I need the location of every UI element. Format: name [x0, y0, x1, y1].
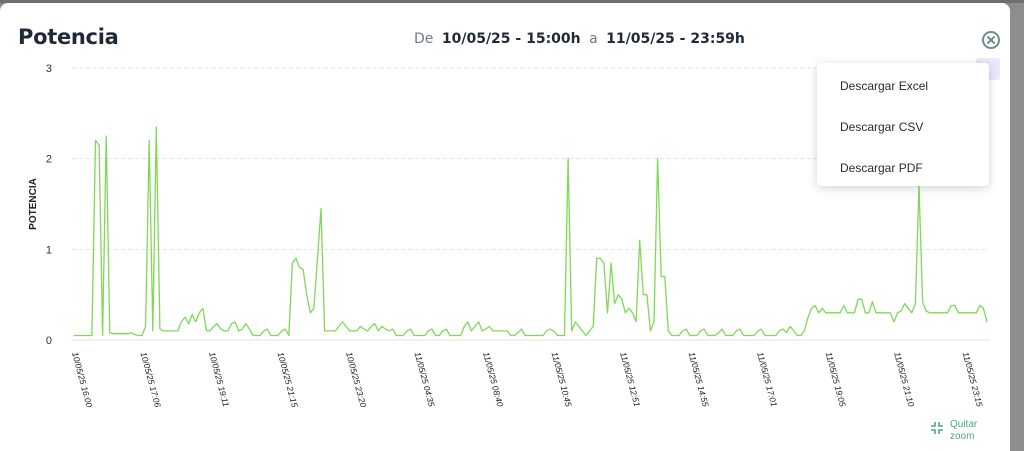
y-tick-label: 1 — [46, 244, 52, 256]
x-tick-label: 11/05/25 21:10 — [892, 351, 916, 408]
y-axis-label: POTENCIA — [28, 178, 39, 230]
y-tick-label: 3 — [46, 63, 52, 75]
download-csv-item[interactable]: Descargar CSV — [840, 120, 924, 134]
y-tick-label: 0 — [46, 335, 52, 347]
date-range-to-label: a — [589, 31, 598, 47]
date-range-start: 10/05/25 - 15:00h — [441, 31, 581, 47]
x-tick-label: 10/05/25 23:20 — [344, 351, 368, 409]
page-title: Potencia — [18, 25, 119, 49]
x-tick-label: 11/05/25 04:35 — [413, 351, 437, 408]
series-line-potencia — [74, 126, 988, 337]
reset-zoom-button[interactable]: Quitar zoom — [930, 419, 990, 449]
reset-zoom-label-line1: Quitar — [950, 419, 978, 430]
x-tick-label: 11/05/25 08:40 — [481, 351, 505, 408]
reset-zoom-label: Quitar zoom — [950, 419, 977, 443]
x-tick-label: 10/05/25 16:00 — [70, 351, 94, 409]
date-range: De 10/05/25 - 15:00h a 11/05/25 - 23:59h — [414, 31, 745, 47]
x-tick-label: 11/05/25 23:15 — [961, 351, 985, 408]
x-tick-label: 11/05/25 14:55 — [687, 351, 711, 408]
y-tick-label: 2 — [46, 154, 52, 166]
reset-zoom-icon — [931, 422, 943, 434]
export-dropdown: Descargar Excel Descargar CSV Descargar … — [817, 63, 989, 186]
date-range-from-label: De — [414, 31, 434, 47]
reset-zoom-label-line2: zoom — [950, 431, 975, 442]
download-excel-item[interactable]: Descargar Excel — [840, 79, 929, 93]
x-tick-label: 11/05/25 19:05 — [824, 351, 848, 408]
window-top-strip — [0, 0, 1024, 3]
chart-modal: Potencia De 10/05/25 - 15:00h a 11/05/25… — [0, 3, 1010, 451]
x-tick-label: 11/05/25 12:51 — [618, 351, 642, 408]
x-tick-label: 10/05/25 17:06 — [139, 351, 163, 409]
close-icon — [987, 36, 995, 44]
download-pdf-item[interactable]: Descargar PDF — [840, 161, 923, 175]
x-tick-label: 11/05/25 17:01 — [755, 351, 779, 408]
x-tick-label: 11/05/25 10:45 — [550, 351, 574, 408]
close-button[interactable] — [982, 31, 1000, 49]
x-tick-label: 10/05/25 21:15 — [276, 351, 300, 409]
x-tick-label: 10/05/25 19:11 — [207, 351, 231, 408]
date-range-end: 11/05/25 - 23:59h — [606, 31, 745, 47]
